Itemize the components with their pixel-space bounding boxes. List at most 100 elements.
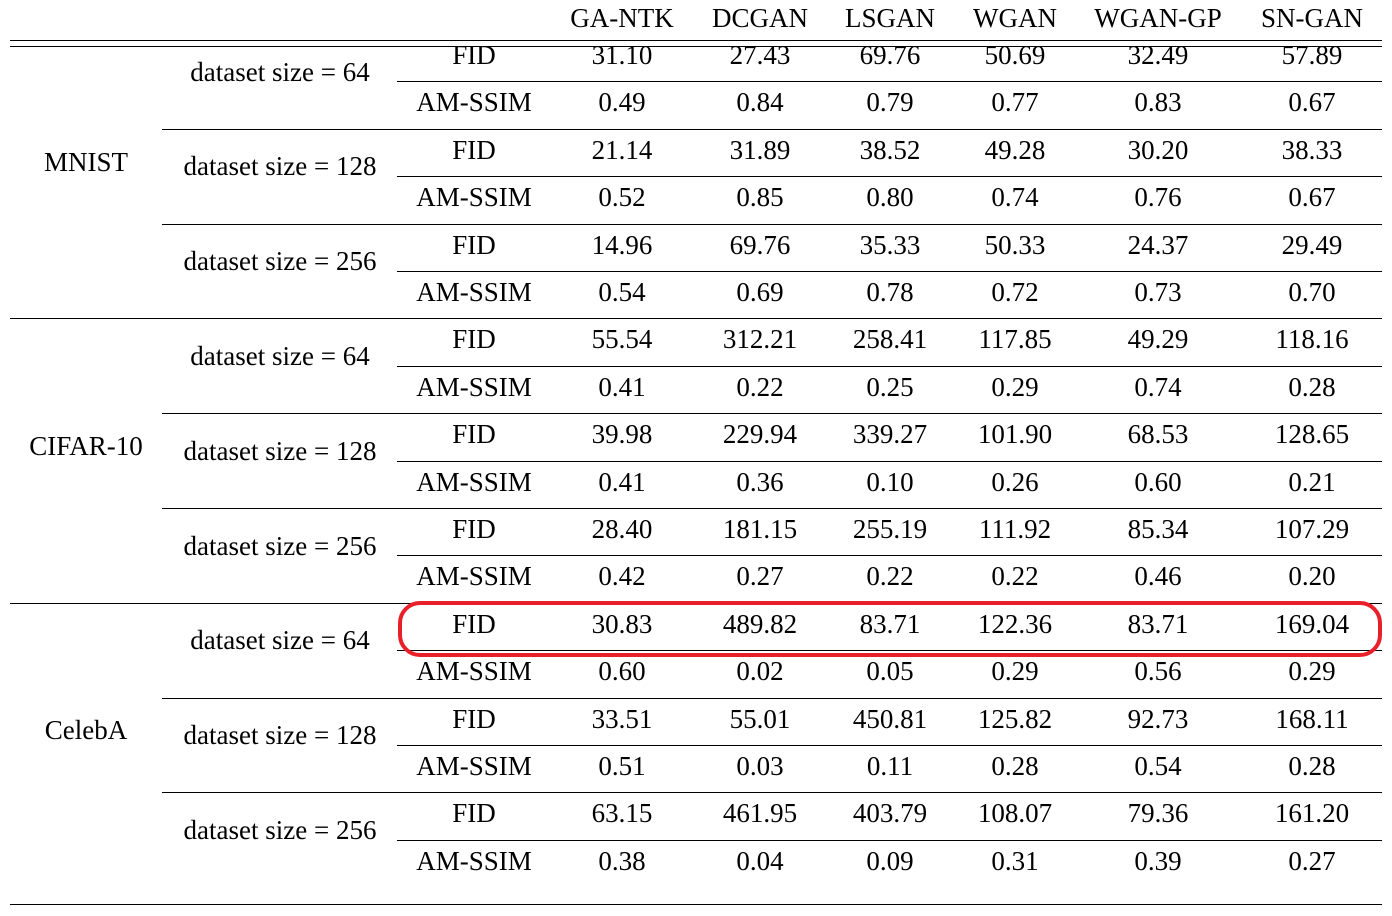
table-cell: 0.67	[1288, 87, 1336, 118]
table-cell: 450.81	[852, 703, 928, 734]
table-cell: 63.15	[591, 798, 653, 829]
table-cell: 0.21	[1288, 466, 1336, 497]
table-cell: 111.92	[978, 514, 1052, 544]
table-cell: 0.67	[1288, 182, 1336, 213]
table-cell: 92.73	[1127, 703, 1189, 734]
metric-label: FID	[452, 419, 496, 450]
table-cell: 79.36	[1127, 798, 1189, 829]
table-cell: 0.70	[1288, 277, 1336, 307]
table-cell: 0.85	[736, 182, 784, 213]
table-cell: 69.76	[729, 229, 791, 260]
table-cell: 27.43	[729, 40, 791, 70]
table-cell: 0.11	[866, 751, 914, 781]
header-top-rule	[10, 40, 1382, 41]
dataset-label: MNIST	[43, 146, 128, 177]
table-cell: 0.36	[736, 466, 784, 497]
table-cell: 0.25	[866, 371, 914, 402]
header-bottom-rule	[10, 46, 1382, 47]
table-cell: 0.42	[598, 561, 646, 592]
table-cell: 108.07	[977, 798, 1053, 829]
dataset-size-label: dataset size = 128	[183, 435, 377, 466]
metric-label: AM-SSIM	[416, 845, 532, 876]
table-cell: 83.71	[1127, 608, 1189, 639]
table-cell: 258.41	[852, 324, 928, 355]
column-header: SN-GAN	[1260, 3, 1363, 33]
metric-rule	[397, 745, 1382, 746]
group-rule	[162, 508, 1382, 509]
dataset-size-label: dataset size = 128	[183, 720, 377, 751]
table-cell: 161.20	[1274, 798, 1350, 829]
table-cell: 312.21	[722, 324, 798, 355]
table-cell: 0.74	[991, 182, 1039, 213]
column-header: GA-NTK	[570, 3, 674, 33]
table-cell: 31.89	[729, 134, 791, 165]
table-cell: 0.83	[1134, 87, 1182, 118]
table-cell: 30.83	[591, 608, 653, 639]
table-cell: 0.41	[598, 371, 646, 402]
metric-label: AM-SSIM	[416, 466, 532, 497]
metric-label: FID	[452, 703, 496, 734]
table-cell: 125.82	[977, 703, 1053, 734]
table-cell: 49.29	[1127, 324, 1189, 355]
highlight-box	[398, 600, 1382, 657]
dataset-size-label: dataset size = 64	[190, 340, 370, 371]
table-cell: 55.54	[591, 324, 653, 355]
dataset-size-label: dataset size = 64	[190, 56, 370, 87]
table-cell: 0.20	[1288, 561, 1336, 592]
table-cell: 0.26	[991, 466, 1039, 497]
table-cell: 0.51	[598, 751, 646, 781]
table-cell: 0.77	[991, 87, 1039, 118]
table-cell: 403.79	[852, 798, 928, 829]
table-cell: 118.16	[1275, 324, 1349, 355]
table-cell: 117.85	[978, 324, 1052, 355]
table-cell: 101.90	[977, 419, 1053, 450]
metric-label: AM-SSIM	[416, 561, 532, 592]
column-header: WGAN	[973, 3, 1057, 33]
table-cell: 29.49	[1281, 229, 1343, 260]
column-header: WGAN-GP	[1094, 3, 1222, 33]
metric-label: AM-SSIM	[416, 182, 532, 213]
table-cell: 122.36	[977, 608, 1053, 639]
metric-label: FID	[452, 229, 496, 260]
table-cell: 49.28	[984, 134, 1046, 165]
table-cell: 0.41	[598, 466, 646, 497]
metric-label: FID	[452, 324, 496, 355]
metric-label: AM-SSIM	[416, 656, 532, 687]
table-cell: 0.49	[598, 87, 646, 118]
table-cell: 461.95	[722, 798, 798, 829]
metric-rule	[397, 271, 1382, 272]
table-cell: 0.10	[866, 466, 914, 497]
table-cell: 0.60	[1134, 466, 1182, 497]
metric-label: AM-SSIM	[416, 371, 532, 402]
table-cell: 55.01	[729, 703, 791, 734]
table-cell: 0.54	[598, 277, 646, 307]
table-cell: 0.80	[866, 182, 914, 213]
table-cell: 0.04	[736, 845, 784, 876]
table-cell: 32.49	[1127, 40, 1189, 70]
table-cell: 50.69	[984, 40, 1046, 70]
table-cell: 0.73	[1134, 277, 1182, 307]
metric-rule	[397, 555, 1382, 557]
metric-rule	[397, 650, 1382, 652]
table-cell: 69.76	[859, 40, 921, 70]
metric-rule	[397, 365, 1382, 367]
table-cell: 38.52	[859, 134, 921, 165]
metric-label: AM-SSIM	[416, 277, 532, 307]
dataset-size-label: dataset size = 64	[190, 625, 370, 656]
table-cell: 0.09	[866, 845, 914, 876]
table-cell: 0.22	[991, 561, 1039, 592]
table-cell: 128.65	[1274, 419, 1350, 450]
group-rule	[162, 792, 1382, 794]
table-cell: 0.31	[991, 845, 1039, 876]
dataset-label: CelebA	[44, 715, 128, 746]
table-cell: 168.11	[1275, 703, 1349, 734]
table-cell: 85.34	[1127, 514, 1189, 544]
table-cell: 0.56	[1134, 656, 1182, 687]
column-header: LSGAN	[844, 3, 935, 33]
table-cell: 30.20	[1127, 134, 1189, 165]
metric-rule	[397, 176, 1382, 178]
table-cell: 0.27	[736, 561, 784, 592]
table-cell: 21.14	[591, 134, 653, 165]
table-cell: 0.74	[1134, 371, 1182, 402]
